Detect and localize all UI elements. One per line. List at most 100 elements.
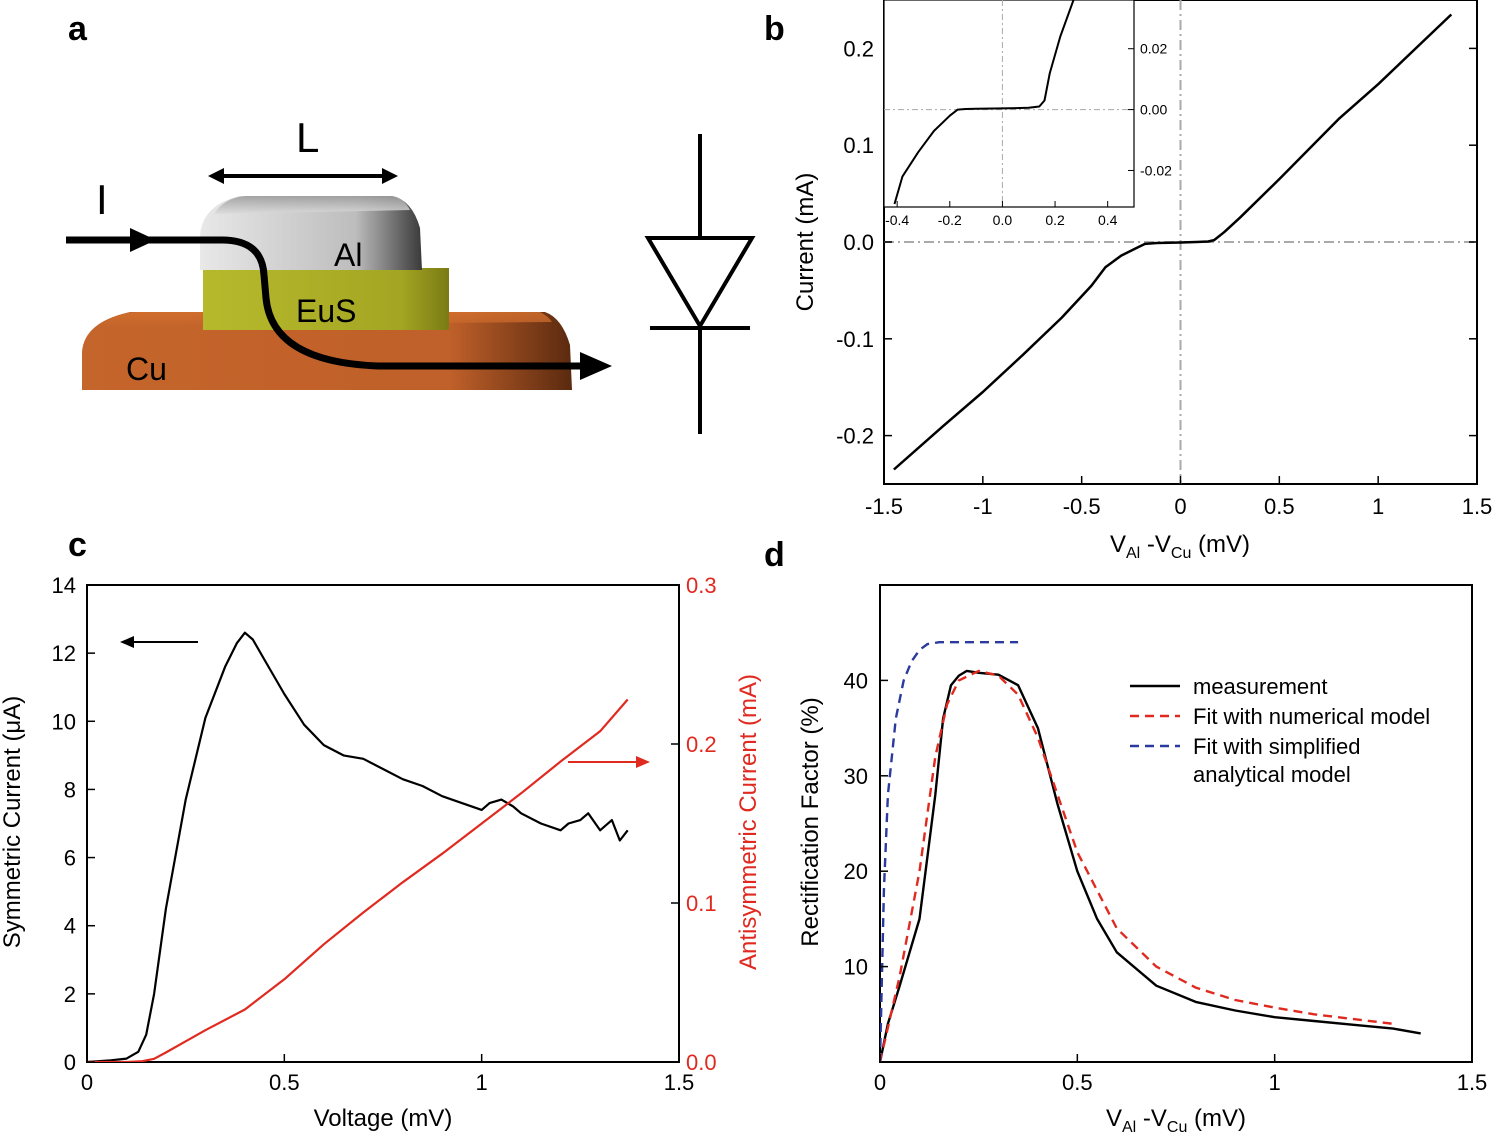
chart-c-ytick-label-right: 0.0 [686, 1050, 717, 1075]
chart-c-series-antisymmetric [87, 698, 629, 1062]
chart-d-ytick-label: 40 [844, 668, 868, 693]
chart-b-inset-xtick-label: 0.0 [993, 212, 1013, 228]
label-al: Al [334, 237, 362, 273]
chart-d-xtick-label: 0.5 [1062, 1070, 1093, 1095]
legend-label-analytical-1: Fit with simplified [1193, 734, 1360, 759]
chart-d-series [880, 641, 1421, 1062]
chart-c-ytick-label-left: 14 [52, 573, 76, 598]
chart-b-inset-xtick-label: 0.2 [1045, 212, 1065, 228]
chart-b-xtick-label: 0.5 [1264, 494, 1295, 519]
current-path [66, 236, 582, 370]
chart-b-inset-ytick-label: -0.02 [1140, 162, 1172, 178]
length-arrowhead-left [208, 168, 224, 184]
label-current: I [96, 176, 108, 223]
chart-d-xlabel: VAl -VCu (mV) [1106, 1105, 1246, 1136]
chart-b-ticks: -1.5 -1 -0.5 0 0.5 1 1.5 -0.2 -0.1 0.0 0.1 0.2 [836, 36, 1492, 519]
chart-c-frame [86, 584, 680, 1063]
length-arrowhead-right [382, 168, 398, 184]
chart-b-xlabel: VAl -VCu (mV) [1110, 531, 1250, 562]
chart-d-frame [879, 584, 1473, 1063]
chart-c: 0 0.5 1 1.5 0 2 4 6 8 10 12 14 0.0 0.1 0.2 0.3 Symmetri… [0, 573, 762, 1132]
chart-c-ytick-label-left: 4 [64, 914, 76, 939]
chart-b-inset-ytick-label: 0.00 [1140, 102, 1167, 118]
chart-c-ytick-label-right: 0.3 [686, 573, 717, 598]
label-length: L [296, 114, 319, 161]
chart-c-ylabel-left: Symmetric Current (μA) [0, 696, 26, 949]
chart-b-inset-ytick-label: 0.02 [1140, 41, 1167, 57]
chart-c-xtick-label: 1 [476, 1070, 488, 1095]
chart-c-xtick-label: 1.5 [664, 1070, 695, 1095]
chart-b-inset-line [893, 0, 1075, 205]
chart-c-ytick-label-left: 12 [52, 641, 76, 666]
chart-d-xtick-label: 1 [1269, 1070, 1281, 1095]
chart-c-series [87, 631, 629, 1062]
chart-d-ticks: 0 0.5 1 1.5 10 20 30 40 [844, 668, 1488, 1095]
chart-c-ytick-label-left: 0 [64, 1050, 76, 1075]
current-arrowhead-in [130, 228, 156, 252]
chart-c-ytick-label-left: 8 [64, 777, 76, 802]
chart-d-series-measurement [880, 669, 1421, 1062]
chart-c-ytick-label-right: 0.2 [686, 732, 717, 757]
chart-c-xtick-label: 0.5 [269, 1070, 300, 1095]
chart-b-inset: -0.4 -0.2 0.0 0.2 0.4 -0.02 0.00 0.02 [883, 0, 1172, 228]
chart-d-xtick-label: 0 [874, 1070, 886, 1095]
label-eus: EuS [296, 293, 356, 329]
chart-b-series [893, 13, 1453, 471]
chart-d-ylabel: Rectification Factor (%) [797, 697, 824, 946]
chart-b-inset-xtick-label: 0.4 [1098, 212, 1118, 228]
chart-b-inset-frame [883, 0, 1135, 208]
chart-b-ytick-label: 0.0 [843, 230, 874, 255]
chart-b-xtick-label: 0 [1174, 494, 1186, 519]
chart-b-inset-xtick-label: -0.2 [938, 212, 962, 228]
chart-b-xtick-label: -1 [973, 494, 993, 519]
diode-symbol [644, 134, 756, 434]
chart-c-ticks: 0 0.5 1 1.5 0 2 4 6 8 10 12 14 0.0 0.1 0.2 0.3 [52, 573, 717, 1095]
legend-label-numerical: Fit with numerical model [1193, 704, 1430, 729]
chart-b-ytick-label: -0.1 [836, 327, 874, 352]
cu-layer [82, 312, 572, 390]
device-schematic: Al EuS Cu I L [66, 114, 756, 434]
right-axis-arrowhead [636, 756, 650, 768]
panel-label-c: c [68, 526, 87, 564]
chart-b: -1.5 -1 -0.5 0 0.5 1 1.5 -0.2 -0.1 0.0 0.1 0.2 Curr… [792, 0, 1492, 562]
chart-d-series-analytical-fit [880, 641, 1019, 1062]
legend-label-measurement: measurement [1193, 674, 1328, 699]
chart-b-ylabel: Current (mA) [792, 173, 819, 312]
chart-d: 0 0.5 1 1.5 10 20 30 40 Rectification Factor (%… [797, 584, 1488, 1136]
panel-label-a: a [68, 10, 88, 48]
chart-c-xlabel: Voltage (mV) [314, 1105, 453, 1132]
eus-layer [203, 268, 449, 330]
al-top-face [214, 196, 410, 214]
chart-d-legend: measurement Fit with numerical model Fit… [1130, 674, 1430, 787]
chart-c-ytick-label-left: 10 [52, 709, 76, 734]
chart-c-xtick-label: 0 [81, 1070, 93, 1095]
chart-b-inset-reference-lines [884, 0, 1134, 207]
chart-c-series-symmetric [87, 631, 629, 1062]
chart-b-xtick-label: 1.5 [1462, 494, 1493, 519]
chart-d-ytick-label: 20 [844, 859, 868, 884]
chart-b-series-line [893, 13, 1453, 471]
left-axis-arrowhead [120, 636, 134, 648]
chart-b-inset-ticks: -0.4 -0.2 0.0 0.2 0.4 -0.02 0.00 0.02 [885, 41, 1172, 228]
chart-b-ytick-label: 0.2 [843, 36, 874, 61]
chart-d-xtick-label: 1.5 [1457, 1070, 1488, 1095]
chart-c-ytick-label-right: 0.1 [686, 891, 717, 916]
label-cu: Cu [126, 351, 167, 387]
current-arrowhead-out [580, 352, 612, 380]
chart-c-ylabel-right: Antisymmetric Current (mA) [735, 674, 762, 970]
chart-d-ytick-label: 30 [844, 764, 868, 789]
chart-b-ytick-label: -0.2 [836, 424, 874, 449]
legend-label-analytical-2: analytical model [1193, 762, 1351, 787]
chart-d-ytick-label: 10 [844, 955, 868, 980]
panel-label-b: b [764, 10, 785, 48]
chart-d-series-numerical-fit [880, 669, 1394, 1062]
chart-b-inset-series [893, 0, 1075, 205]
chart-b-xtick-label: -1.5 [865, 494, 903, 519]
chart-c-ytick-label-left: 6 [64, 846, 76, 871]
chart-b-inset-xtick-label: -0.4 [885, 212, 909, 228]
chart-b-xtick-label: 1 [1372, 494, 1384, 519]
chart-c-ytick-label-left: 2 [64, 982, 76, 1007]
chart-b-xtick-label: -0.5 [1063, 494, 1101, 519]
panel-label-d: d [764, 536, 785, 574]
